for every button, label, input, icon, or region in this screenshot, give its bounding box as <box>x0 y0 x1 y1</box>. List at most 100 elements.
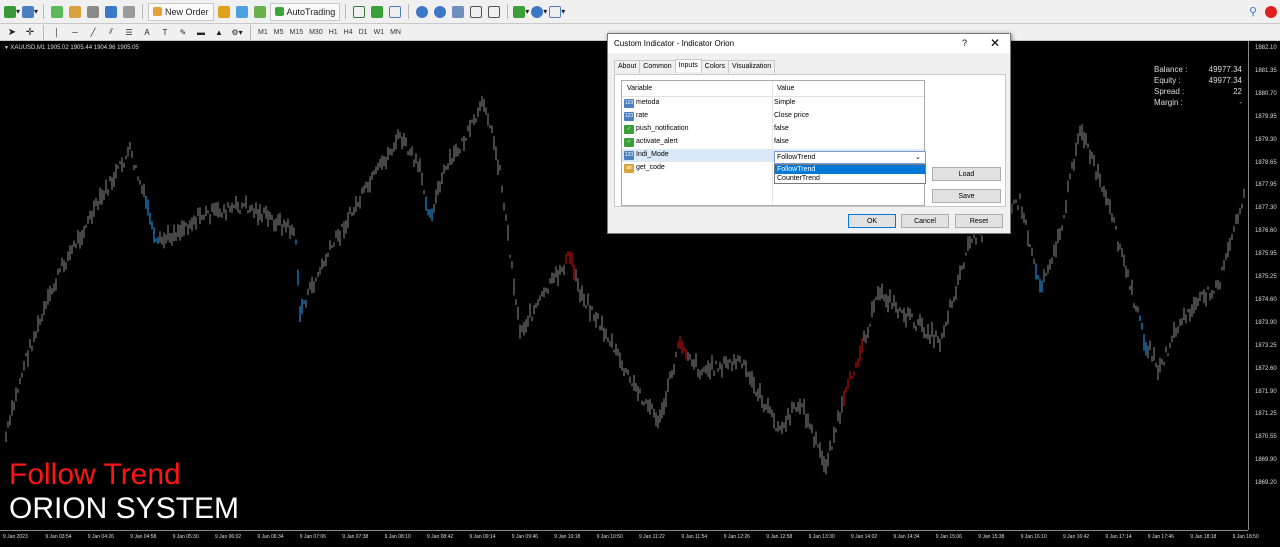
tab-about[interactable]: About <box>614 60 641 73</box>
ok-button[interactable]: OK <box>848 214 896 228</box>
table-row[interactable]: ✓ push_notification false <box>622 123 924 136</box>
timeframe-mn[interactable]: MN <box>390 28 401 36</box>
new-order-label: New Order <box>165 6 209 17</box>
balance-label: Balance : <box>1154 65 1188 74</box>
templates-icon[interactable]: ▾ <box>549 3 565 21</box>
tab-visualization[interactable]: Visualization <box>728 60 776 73</box>
timeframe-h1[interactable]: H1 <box>328 28 338 36</box>
data-window-icon[interactable] <box>67 3 83 21</box>
time-tick-label: 9 Jan 09:14 <box>469 534 496 540</box>
price-tick-label: 1873.25 <box>1255 342 1277 349</box>
timeframe-m15[interactable]: M15 <box>289 28 304 36</box>
autotrading-button[interactable]: AutoTrading <box>269 2 341 21</box>
price-tick-label: 1872.60 <box>1255 365 1277 372</box>
time-tick-label: 9 Jan 17:14 <box>1105 534 1132 540</box>
text-label-icon[interactable]: T <box>162 27 168 37</box>
price-tick-label: 1877.30 <box>1255 205 1277 212</box>
price-tick-label: 1871.25 <box>1255 411 1277 418</box>
line-chart-icon[interactable] <box>387 3 403 21</box>
search-icon[interactable]: ⚲ <box>1248 6 1258 18</box>
text-icon[interactable]: A <box>144 27 150 37</box>
option-counter-trend[interactable]: CounterTrend <box>777 175 820 182</box>
price-chart[interactable] <box>0 41 1248 530</box>
market-icon[interactable] <box>252 3 268 21</box>
timeframe-w1[interactable]: W1 <box>373 28 385 36</box>
autoscroll-icon[interactable] <box>486 3 502 21</box>
tab-common[interactable]: Common <box>639 60 676 73</box>
tile-windows-icon[interactable] <box>450 3 466 21</box>
indi-mode-select[interactable]: FollowTrend ⌄ <box>774 151 926 164</box>
navigator-icon[interactable] <box>85 3 101 21</box>
terminal-icon[interactable] <box>103 3 119 21</box>
cursor-icon[interactable]: ➤ <box>7 26 17 38</box>
reset-button[interactable]: Reset <box>955 214 1003 228</box>
indi-mode-selected-value: FollowTrend <box>777 154 816 161</box>
param-name: metoda <box>636 99 660 106</box>
candlestick-icon[interactable] <box>369 3 385 21</box>
tab-inputs[interactable]: Inputs <box>674 59 702 72</box>
time-tick-label: 9 Jan 12:26 <box>723 534 750 540</box>
timeframe-m30[interactable]: M30 <box>309 28 323 36</box>
time-axis[interactable]: 9 Jan 2023 9 Jan 03:54 9 Jan 04:26 9 Jan 04… <box>0 530 1259 547</box>
load-button[interactable]: Load <box>932 167 1001 181</box>
shapes-icon[interactable]: ▬ <box>197 27 205 37</box>
more-tools-icon[interactable]: ⚙▾ <box>231 27 243 37</box>
indicators-icon[interactable]: ▾ <box>513 3 529 21</box>
chart-shift-icon[interactable] <box>468 3 484 21</box>
meta-editor-icon[interactable] <box>216 3 232 21</box>
periods-icon[interactable]: ▾ <box>531 3 547 21</box>
inputs-table: Variable Value 123 metoda Simple 123 rat… <box>621 80 926 206</box>
save-button[interactable]: Save <box>932 189 1001 203</box>
param-value[interactable]: false <box>774 138 789 145</box>
tab-colors[interactable]: Colors <box>700 60 730 73</box>
horizontal-line-icon[interactable]: ─ <box>72 27 78 37</box>
trendline-icon[interactable]: ╱ <box>90 27 96 37</box>
arrows-icon[interactable]: ▲ <box>215 27 223 37</box>
price-tick-label: 1879.95 <box>1255 113 1277 120</box>
help-button[interactable]: ? <box>962 38 968 48</box>
price-axis[interactable]: 1882.10 1881.35 1880.70 1879.95 1879.30 1878.… <box>1248 41 1280 530</box>
signals-icon[interactable] <box>234 3 250 21</box>
param-value[interactable]: Close price <box>774 112 810 119</box>
balance-value: 49977.34 <box>1208 65 1242 74</box>
tester-icon[interactable] <box>121 3 137 21</box>
gann-icon[interactable]: ✎ <box>179 27 187 37</box>
table-row[interactable]: 123 rate Close price <box>622 110 924 123</box>
table-row[interactable]: ✓ activate_alert false <box>622 136 924 149</box>
cancel-button[interactable]: Cancel <box>901 214 949 228</box>
timeframe-h4[interactable]: H4 <box>343 28 353 36</box>
notification-icon[interactable] <box>1263 3 1279 21</box>
table-row[interactable]: ab get_code <box>622 162 924 175</box>
crosshair-icon[interactable]: ✛ <box>25 26 35 38</box>
profiles-icon[interactable]: ▾ <box>22 3 38 21</box>
param-value[interactable]: Simple <box>774 99 796 106</box>
time-tick-label: 9 Jan 2023 <box>3 534 28 540</box>
timeframe-d1[interactable]: D1 <box>358 28 368 36</box>
time-tick-label: 9 Jan 08:10 <box>384 534 411 540</box>
zoom-in-icon[interactable] <box>414 3 430 21</box>
new-order-button[interactable]: New Order <box>148 2 214 21</box>
market-watch-icon[interactable] <box>49 3 65 21</box>
bool-param-icon: ✓ <box>624 138 634 147</box>
bar-chart-icon[interactable] <box>351 3 367 21</box>
price-tick-label: 1875.25 <box>1255 274 1277 280</box>
channel-icon[interactable]: ⫽ <box>109 27 113 36</box>
dialog-titlebar[interactable]: Custom Indicator - Indicator Orion ? ✕ <box>608 34 1010 53</box>
fibonacci-icon[interactable]: ☰ <box>125 27 133 37</box>
zoom-out-icon[interactable] <box>432 3 448 21</box>
chart-symbol-info: ▼ XAUUSD,M1 1905.02 1905.44 1904.96 1905… <box>4 45 139 51</box>
timeframe-m5[interactable]: M5 <box>273 28 284 36</box>
table-row[interactable]: 123 metoda Simple <box>622 97 924 110</box>
option-follow-trend[interactable]: FollowTrend <box>775 165 925 174</box>
spread-row: Spread : 22 <box>1154 86 1242 97</box>
dialog-title: Custom Indicator - Indicator Orion <box>614 39 735 48</box>
time-tick-label: 9 Jan 16:10 <box>1020 534 1047 540</box>
price-tick-label: 1869.90 <box>1255 457 1277 464</box>
param-value[interactable]: false <box>774 125 789 132</box>
close-button[interactable]: ✕ <box>990 36 1001 50</box>
new-chart-icon[interactable]: ▾ <box>4 3 20 21</box>
chart-menu-icon[interactable]: ▼ <box>4 45 11 51</box>
time-tick-label: 9 Jan 13:30 <box>808 534 835 540</box>
vertical-line-icon[interactable]: │ <box>54 27 60 37</box>
timeframe-m1[interactable]: M1 <box>258 28 268 36</box>
